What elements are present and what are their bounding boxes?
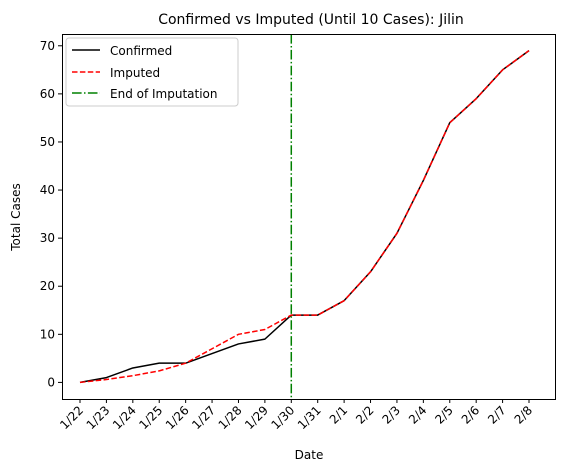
x-tick-label: 2/2 (353, 403, 377, 427)
legend: Confirmed Imputed End of Imputation (66, 38, 238, 106)
x-tick-label: 1/30 (268, 403, 297, 432)
x-tick-label: 2/4 (406, 403, 430, 427)
x-tick-label: 2/6 (459, 403, 483, 427)
x-tick-label: 2/5 (432, 403, 456, 427)
x-axis: 1/221/231/241/251/261/271/281/291/301/31… (57, 399, 535, 432)
y-tick-label: 40 (40, 183, 55, 197)
x-tick-label: 1/24 (110, 403, 139, 432)
y-tick-label: 0 (47, 375, 55, 389)
y-tick-label: 30 (40, 231, 55, 245)
y-axis-label: Total Cases (9, 183, 23, 251)
x-tick-label: 1/22 (57, 403, 86, 432)
x-tick-label: 1/25 (136, 403, 165, 432)
y-tick-label: 70 (40, 39, 55, 53)
x-tick-label: 2/8 (512, 403, 536, 427)
y-tick-label: 20 (40, 279, 55, 293)
x-tick-label: 1/29 (242, 403, 271, 432)
x-tick-label: 2/7 (485, 403, 509, 427)
legend-label-end-of-imputation: End of Imputation (110, 87, 218, 101)
x-tick-label: 1/26 (163, 403, 192, 432)
chart-title: Confirmed vs Imputed (Until 10 Cases): J… (158, 12, 464, 28)
legend-label-confirmed: Confirmed (110, 44, 172, 58)
x-tick-label: 1/31 (295, 403, 324, 432)
y-tick-label: 50 (40, 135, 55, 149)
y-axis: 0 10 20 30 40 50 60 70 (40, 39, 62, 390)
legend-label-imputed: Imputed (110, 66, 160, 80)
x-tick-label: 1/23 (84, 403, 113, 432)
x-tick-label: 1/28 (216, 403, 245, 432)
y-tick-label: 60 (40, 87, 55, 101)
x-tick-label: 2/3 (380, 403, 404, 427)
x-tick-label: 2/1 (327, 403, 351, 427)
x-tick-label: 1/27 (189, 403, 218, 432)
y-tick-label: 10 (40, 327, 55, 341)
x-axis-label: Date (295, 448, 324, 462)
